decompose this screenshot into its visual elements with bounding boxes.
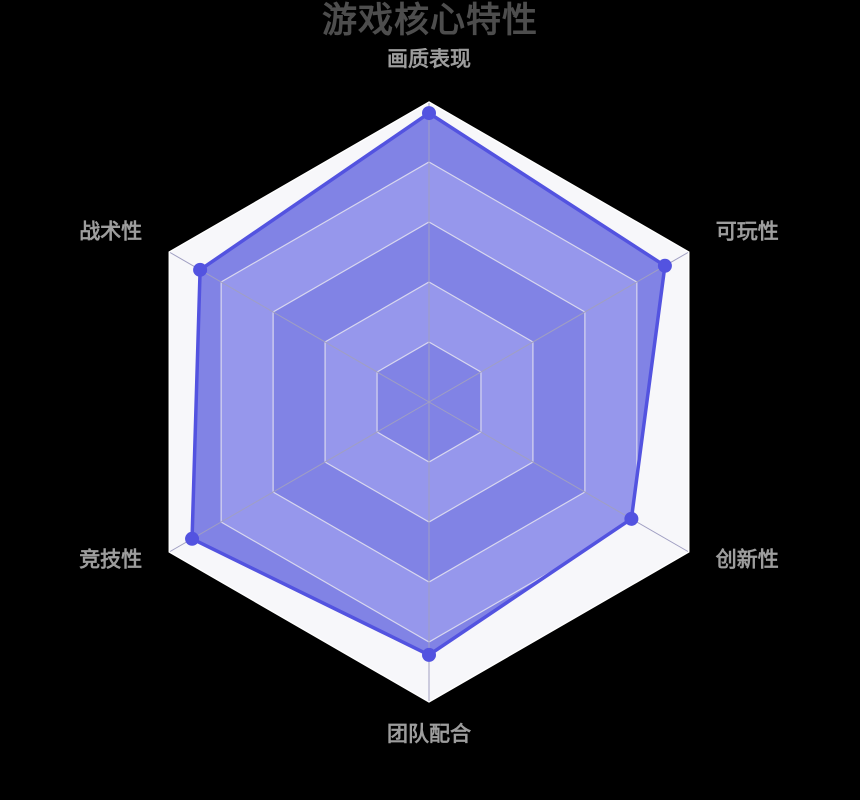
svg-text:画质表现: 画质表现 (387, 48, 471, 71)
svg-text:团队配合: 团队配合 (387, 722, 472, 746)
svg-text:创新性: 创新性 (715, 548, 779, 572)
svg-text:可玩性: 可玩性 (716, 220, 779, 244)
svg-text:竞技性: 竞技性 (79, 548, 142, 572)
svg-text:战术性: 战术性 (79, 220, 142, 244)
